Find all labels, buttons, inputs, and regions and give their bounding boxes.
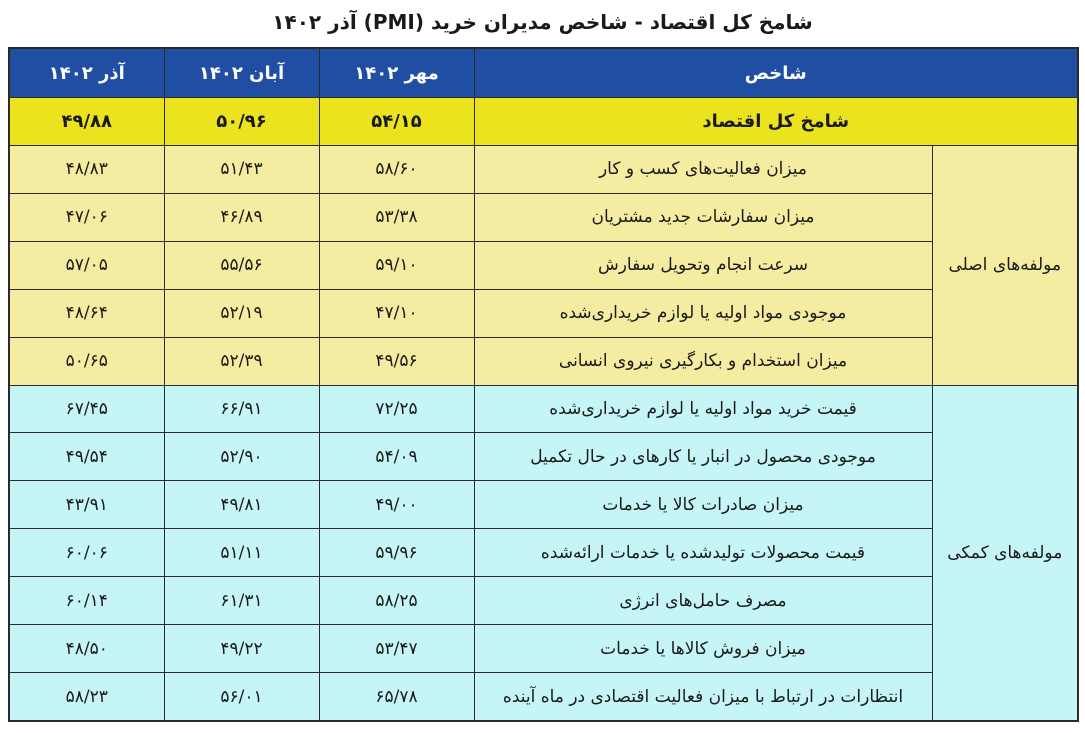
row-label: میزان صادرات کالا یا خدمات (473, 480, 933, 530)
table-row: موجودی مواد اولیه یا لوازم خریداری‌شده ۴… (8, 288, 1078, 338)
row-value: ۴۸/۵۰ (8, 624, 165, 674)
row-value: ۴۷/۰۶ (8, 192, 165, 242)
row-label: قیمت خرید مواد اولیه یا لوازم خریداری‌شد… (473, 384, 933, 434)
row-label: موجودی محصول در انبار یا کارهای در حال ت… (473, 432, 933, 482)
row-value: ۵۸/۲۵ (318, 576, 475, 626)
header-month: مهر ۱۴۰۲ (318, 47, 475, 98)
table-row: میزان استخدام و بکارگیری نیروی انسانی ۴۹… (8, 336, 1078, 386)
row-value: ۵۸/۶۰ (318, 144, 475, 194)
row-value: ۴۹/۵۶ (318, 336, 475, 386)
row-value: ۵۱/۱۱ (163, 528, 320, 578)
table-row: میزان فروش کالاها یا خدمات ۵۳/۴۷ ۴۹/۲۲ ۴… (8, 624, 1078, 674)
total-value: ۵۴/۱۵ (318, 97, 475, 146)
row-value: ۴۸/۶۴ (8, 288, 165, 338)
table-row: مصرف حامل‌های انرژی ۵۸/۲۵ ۶۱/۳۱ ۶۰/۱۴ (8, 576, 1078, 626)
table-row: مولفه‌های اصلی میزان فعالیت‌های کسب و کا… (8, 144, 1079, 386)
row-value: ۴۶/۸۹ (163, 192, 320, 242)
row-value: ۶۵/۷۸ (318, 672, 475, 722)
row-value: ۴۹/۰۰ (318, 480, 475, 530)
row-value: ۵۹/۹۶ (318, 528, 475, 578)
page-title: شامخ کل اقتصاد - شاخص مدیران خرید (PMI) … (272, 10, 813, 34)
row-value: ۵۳/۴۷ (318, 624, 475, 674)
table-row: مولفه‌های کمکی قیمت خرید مواد اولیه یا ل… (8, 384, 1079, 722)
row-label: میزان فعالیت‌های کسب و کار (473, 144, 933, 194)
row-value: ۵۲/۹۰ (163, 432, 320, 482)
row-label: انتظارات در ارتباط با میزان فعالیت اقتصا… (473, 672, 933, 722)
row-value: ۶۰/۱۴ (8, 576, 165, 626)
row-value: ۶۰/۰۶ (8, 528, 165, 578)
row-value: ۴۳/۹۱ (8, 480, 165, 530)
row-label: میزان سفارشات جدید مشتریان (473, 192, 933, 242)
row-value: ۵۲/۱۹ (163, 288, 320, 338)
row-value: ۶۶/۹۱ (163, 384, 320, 434)
row-label: میزان فروش کالاها یا خدمات (473, 624, 933, 674)
row-label: میزان استخدام و بکارگیری نیروی انسانی (473, 336, 933, 386)
pmi-table: شاخص مهر ۱۴۰۲ آبان ۱۴۰۲ آذر ۱۴۰۲ شامخ کل… (8, 47, 1079, 722)
header-month: آبان ۱۴۰۲ (163, 47, 320, 98)
row-value: ۴۸/۸۳ (8, 144, 165, 194)
row-value: ۴۹/۵۴ (8, 432, 165, 482)
header-month: آذر ۱۴۰۲ (8, 47, 165, 98)
row-value: ۵۵/۵۶ (163, 240, 320, 290)
row-value: ۵۷/۰۵ (8, 240, 165, 290)
table-row: سرعت انجام وتحویل سفارش ۵۹/۱۰ ۵۵/۵۶ ۵۷/۰… (8, 240, 1078, 290)
total-value: ۴۹/۸۸ (8, 97, 165, 146)
row-value: ۴۷/۱۰ (318, 288, 475, 338)
row-value: ۵۱/۴۳ (163, 144, 320, 194)
main-group-label: مولفه‌های اصلی (931, 144, 1079, 386)
row-value: ۶۷/۴۵ (8, 384, 165, 434)
row-value: ۵۶/۰۱ (163, 672, 320, 722)
total-row: شامخ کل اقتصاد ۵۴/۱۵ ۵۰/۹۶ ۴۹/۸۸ (8, 97, 1079, 146)
row-value: ۵۸/۲۳ (8, 672, 165, 722)
row-value: ۷۲/۲۵ (318, 384, 475, 434)
row-value: ۵۹/۱۰ (318, 240, 475, 290)
total-value: ۵۰/۹۶ (163, 97, 320, 146)
aux-group-label: مولفه‌های کمکی (931, 384, 1079, 722)
row-value: ۵۴/۰۹ (318, 432, 475, 482)
total-label: شامخ کل اقتصاد (473, 97, 1079, 146)
table-row: قیمت محصولات تولیدشده یا خدمات ارائه‌شده… (8, 528, 1078, 578)
row-value: ۵۳/۳۸ (318, 192, 475, 242)
row-label: سرعت انجام وتحویل سفارش (473, 240, 933, 290)
table-row: موجودی محصول در انبار یا کارهای در حال ت… (8, 432, 1078, 482)
table-row: انتظارات در ارتباط با میزان فعالیت اقتصا… (8, 672, 1078, 722)
row-label: موجودی مواد اولیه یا لوازم خریداری‌شده (473, 288, 933, 338)
row-value: ۴۹/۸۱ (163, 480, 320, 530)
row-label: قیمت محصولات تولیدشده یا خدمات ارائه‌شده (473, 528, 933, 578)
row-value: ۵۲/۳۹ (163, 336, 320, 386)
row-value: ۴۹/۲۲ (163, 624, 320, 674)
header-row: شاخص مهر ۱۴۰۲ آبان ۱۴۰۲ آذر ۱۴۰۲ (8, 47, 1079, 98)
row-value: ۵۰/۶۵ (8, 336, 165, 386)
row-label: مصرف حامل‌های انرژی (473, 576, 933, 626)
table-row: میزان صادرات کالا یا خدمات ۴۹/۰۰ ۴۹/۸۱ ۴… (8, 480, 1078, 530)
header-indicator: شاخص (473, 47, 1079, 98)
row-value: ۶۱/۳۱ (163, 576, 320, 626)
table-row: میزان سفارشات جدید مشتریان ۵۳/۳۸ ۴۶/۸۹ ۴… (8, 192, 1078, 242)
